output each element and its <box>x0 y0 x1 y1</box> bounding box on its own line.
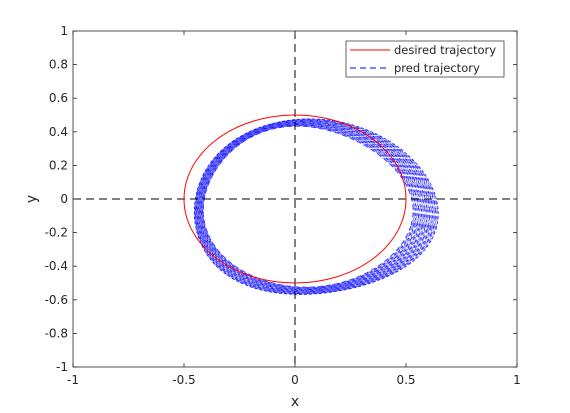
desired-trajectory-group <box>183 114 407 284</box>
desired-trajectory-line <box>183 114 407 284</box>
pred-trajectory-strand <box>195 119 435 294</box>
y-tick-label: -0.8 <box>45 326 68 340</box>
y-tick-label: 0 <box>60 192 68 206</box>
y-tick-label: 0.6 <box>49 91 68 105</box>
legend-box <box>345 40 505 78</box>
reference-lines <box>73 31 517 367</box>
pred-trajectory-strand <box>197 121 428 292</box>
y-tick-label: -0.6 <box>45 293 68 307</box>
y-axis-label: y <box>24 195 40 203</box>
legend-label-pred: pred trajectory <box>394 61 480 75</box>
pred-trajectory-band <box>193 118 439 295</box>
x-tick-label: 1 <box>513 373 521 387</box>
axes: -1 -0.5 0 0.5 1 1 0.8 0.6 0.4 0.2 0 -0.2 -0.4 -0.6 -0.… <box>45 24 521 387</box>
x-tick-label: 0.5 <box>396 373 415 387</box>
x-tick-label: 0 <box>291 373 299 387</box>
pred-trajectory-strand <box>193 118 439 295</box>
pred-trajectory-strand <box>198 122 426 291</box>
y-tick-label: 0.8 <box>49 58 68 72</box>
pred-trajectory-strand <box>194 119 437 295</box>
pred-trajectory-strand <box>194 119 436 294</box>
x-axis-label: x <box>291 394 299 410</box>
x-tick-label: -0.5 <box>172 373 195 387</box>
y-tick-label: -1 <box>56 360 68 374</box>
legend-label-desired: desired trajectory <box>394 43 496 57</box>
y-tick-label: -0.4 <box>45 259 68 273</box>
y-tick-label: 1 <box>60 24 68 38</box>
y-tick-label: -0.2 <box>45 226 68 240</box>
pred-trajectory-strand <box>197 121 430 293</box>
y-tick-label: 0.4 <box>49 125 68 139</box>
legend: desired trajectory pred trajectory <box>345 40 505 78</box>
x-tick-label: -1 <box>67 373 79 387</box>
y-tick-label: 0.2 <box>49 158 68 172</box>
